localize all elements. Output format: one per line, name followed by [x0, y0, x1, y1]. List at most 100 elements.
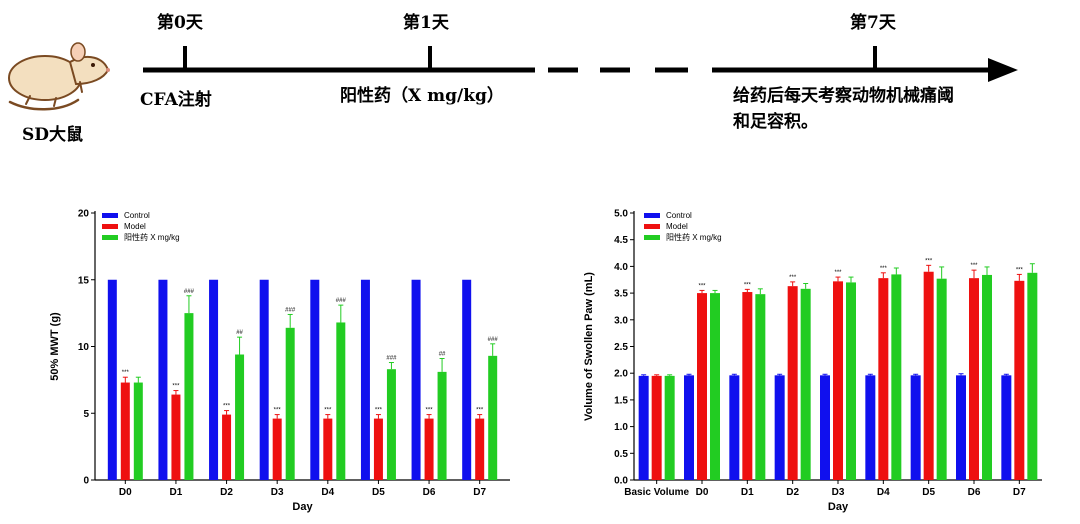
bar — [956, 375, 966, 480]
bar — [1001, 375, 1012, 480]
significance-label: ### — [285, 307, 296, 313]
x-tick-label: D2 — [220, 487, 233, 498]
significance-label: *** — [324, 408, 332, 414]
x-axis-title: Day — [828, 501, 849, 513]
significance-label: ### — [488, 337, 499, 343]
event-day1: 阳性药（X mg/kg） — [340, 85, 504, 106]
bar — [638, 375, 649, 480]
legend-label: Control — [124, 211, 150, 220]
bar — [969, 278, 979, 480]
bar — [710, 293, 720, 480]
bar — [259, 279, 269, 480]
subject-label: SD大鼠 — [22, 124, 83, 145]
bar — [833, 281, 843, 480]
significance-label: *** — [698, 283, 706, 289]
bar — [285, 327, 295, 480]
day0-label: 第0天 — [157, 12, 204, 33]
bar — [310, 279, 320, 480]
bar — [697, 293, 707, 480]
bar — [846, 282, 856, 480]
legend-swatch — [644, 213, 660, 218]
bar — [107, 279, 117, 480]
mwt-bar-chart: 0 5 10 15 20 50% MWT (g) Day D0 *** D1 *** ### D2 ***… — [49, 209, 510, 513]
x-tick-label: D0 — [119, 487, 132, 498]
legend-swatch — [102, 235, 118, 240]
y-tick-label: 15 — [78, 275, 90, 286]
y-tick-label: 3.0 — [614, 315, 628, 326]
x-axis-title: Day — [292, 501, 313, 513]
y-axis-title: 50% MWT (g) — [49, 312, 61, 381]
bar — [742, 292, 753, 480]
y-tick-label: 4.5 — [614, 235, 628, 246]
experiment-timeline: SD大鼠 第0天 第1天 第7天 CFA注射 阳性药（X mg/kg） 给药后每… — [8, 12, 1018, 145]
bar — [120, 382, 130, 480]
bar — [437, 371, 447, 480]
y-tick-label: 20 — [78, 209, 90, 220]
significance-label: *** — [122, 370, 130, 376]
significance-label: *** — [789, 275, 797, 281]
paw-volume-bar-chart: 0.0 0.5 1.0 1.5 2.0 2.5 3.0 3.5 4.0 4.5 5.0 Volume … — [583, 209, 1042, 513]
legend-label: Model — [666, 222, 688, 231]
event-day0: CFA注射 — [140, 89, 212, 110]
legend-label: 阳性药 X mg/kg — [666, 232, 722, 242]
x-tick-label: D7 — [1013, 487, 1026, 498]
event-day7-line1: 给药后每天考察动物机械痛阈 — [733, 85, 954, 106]
x-tick-label: D3 — [271, 487, 284, 498]
significance-label: ### — [336, 298, 347, 304]
bar — [336, 322, 346, 480]
bar — [1014, 280, 1025, 480]
y-tick-label: 1.0 — [614, 422, 628, 433]
significance-label: *** — [744, 282, 752, 288]
bar — [865, 375, 876, 480]
x-tick-label: D5 — [922, 487, 935, 498]
legend-swatch — [102, 213, 118, 218]
bar — [360, 279, 370, 480]
x-tick-label: D6 — [423, 487, 436, 498]
bar — [800, 288, 811, 480]
significance-label: *** — [970, 263, 978, 269]
significance-label: ## — [439, 352, 446, 358]
event-day7-line2: 和足容积。 — [733, 111, 818, 132]
bar — [651, 375, 662, 480]
significance-label: *** — [274, 408, 282, 414]
bar — [158, 279, 168, 480]
significance-label: *** — [172, 384, 180, 390]
rat-icon — [8, 42, 110, 111]
legend-swatch — [644, 235, 660, 240]
bar — [684, 375, 694, 480]
legend-swatch — [102, 224, 118, 229]
bar — [774, 375, 785, 480]
x-tick-label: Basic Volume — [624, 487, 689, 498]
bar — [878, 278, 889, 480]
bar — [222, 414, 232, 480]
y-tick-label: 3.5 — [614, 289, 628, 300]
y-tick-label: 2.5 — [614, 342, 628, 353]
y-tick-label: 5.0 — [614, 209, 628, 220]
bar — [729, 375, 740, 480]
bar — [488, 355, 498, 480]
bar — [982, 274, 992, 480]
bar — [424, 418, 434, 480]
day1-label: 第1天 — [403, 12, 450, 33]
y-axis-title: Volume of Swollen Paw (mL) — [583, 272, 595, 421]
bar — [923, 271, 934, 480]
legend-swatch — [644, 224, 660, 229]
x-tick-label: D5 — [372, 487, 385, 498]
y-tick-label: 0 — [83, 476, 89, 487]
x-tick-label: D1 — [741, 487, 754, 498]
y-tick-label: 5 — [83, 409, 89, 420]
x-tick-label: D6 — [968, 487, 981, 498]
significance-label: *** — [834, 270, 842, 276]
x-tick-label: D4 — [321, 487, 334, 498]
x-tick-label: D3 — [832, 487, 845, 498]
significance-label: *** — [375, 408, 383, 414]
significance-label: ## — [236, 330, 243, 336]
significance-label: *** — [476, 408, 484, 414]
bar — [891, 274, 902, 480]
x-tick-label: D2 — [786, 487, 799, 498]
y-tick-label: 4.0 — [614, 262, 628, 273]
bar — [787, 286, 798, 480]
y-tick-label: 1.5 — [614, 395, 628, 406]
bar — [936, 278, 947, 480]
bar — [910, 375, 921, 480]
